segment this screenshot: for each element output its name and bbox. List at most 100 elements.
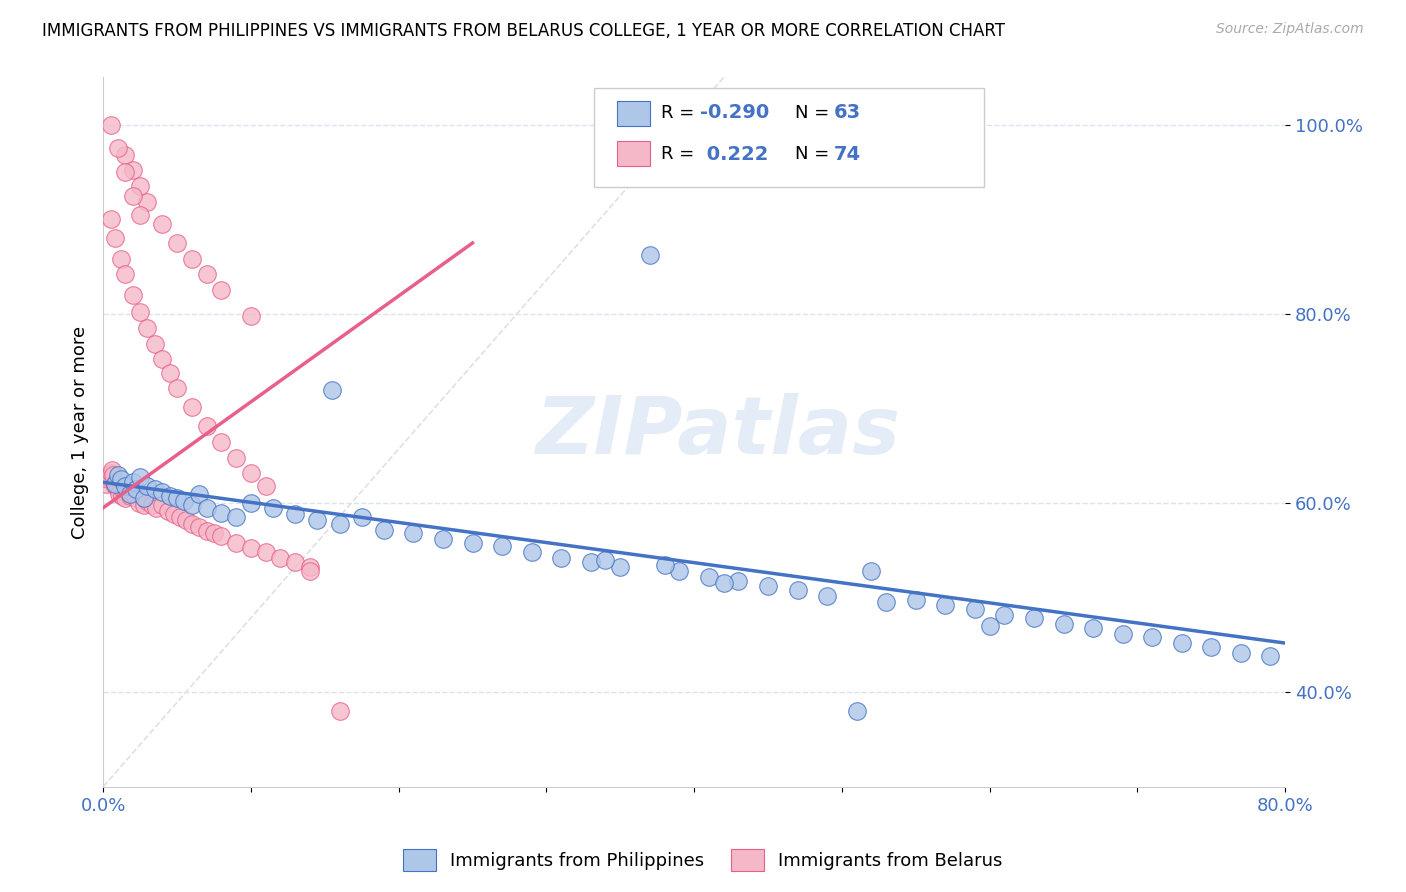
Point [1230,646,1253,660]
Y-axis label: College, 1 year or more: College, 1 year or more [72,326,89,539]
Text: R =: R = [661,103,700,122]
Point [1170,636,1192,650]
Point [195,500,218,515]
Point [174,513,197,527]
Point [150,352,173,367]
Point [239,496,262,510]
FancyBboxPatch shape [617,101,651,126]
Point [114,267,136,281]
Point [124,482,146,496]
Point [195,267,218,281]
Point [141,498,163,512]
Point [209,434,232,449]
Point [112,484,135,499]
Point [136,479,159,493]
Point [129,208,152,222]
Point [188,486,211,500]
Point [145,500,167,515]
Point [638,248,661,262]
Text: R =: R = [661,145,700,163]
Point [1081,621,1104,635]
Point [180,498,202,512]
Point [121,163,143,178]
Point [118,489,141,503]
Point [432,532,454,546]
Point [103,467,125,482]
Point [143,337,166,351]
Point [100,212,122,227]
Point [520,545,543,559]
Point [1052,617,1074,632]
Point [756,579,779,593]
Text: ZIPatlas: ZIPatlas [536,393,900,471]
Point [202,526,225,541]
Point [114,148,136,162]
Point [654,558,676,572]
Point [169,510,191,524]
Point [111,489,134,503]
Point [209,283,232,297]
Point [815,589,838,603]
Point [110,479,132,493]
Point [136,195,159,210]
Text: 63: 63 [834,103,860,122]
Text: IMMIGRANTS FROM PHILIPPINES VS IMMIGRANTS FROM BELARUS COLLEGE, 1 YEAR OR MORE C: IMMIGRANTS FROM PHILIPPINES VS IMMIGRANT… [42,22,1005,40]
Point [298,564,321,578]
Point [110,252,132,266]
Point [979,619,1001,633]
Point [697,570,720,584]
Point [963,602,986,616]
Point [143,482,166,496]
Point [129,179,152,194]
Text: N =: N = [794,145,835,163]
Point [166,491,188,506]
Point [1111,626,1133,640]
Point [129,469,152,483]
Point [713,576,735,591]
Point [904,592,927,607]
Point [328,516,350,531]
Legend: Immigrants from Philippines, Immigrants from Belarus: Immigrants from Philippines, Immigrants … [396,842,1010,879]
Point [104,477,127,491]
Point [94,477,117,491]
Point [727,574,749,588]
Point [118,486,141,500]
FancyBboxPatch shape [617,141,651,166]
Point [150,498,173,512]
Point [114,491,136,506]
Point [225,450,247,465]
Point [321,383,343,397]
Point [107,467,129,482]
Point [115,482,138,496]
Point [209,529,232,543]
Text: 0.222: 0.222 [700,145,769,163]
Point [402,526,425,541]
Point [269,550,291,565]
Point [1201,640,1223,654]
Point [105,475,128,490]
Point [180,252,202,266]
Point [159,489,181,503]
Point [128,496,150,510]
Point [157,503,180,517]
Point [104,479,127,493]
Point [461,536,484,550]
Point [114,165,136,179]
Point [121,188,143,202]
Point [173,494,195,508]
Point [1022,611,1045,625]
Point [307,513,329,527]
Point [609,560,631,574]
Point [195,418,218,433]
Point [195,524,218,539]
Point [225,510,247,524]
Point [668,564,690,578]
Point [131,489,153,503]
Point [100,118,122,132]
Point [239,466,262,480]
Point [188,519,211,533]
Point [845,704,868,718]
Point [875,595,897,609]
Point [121,288,143,302]
Point [129,305,152,319]
